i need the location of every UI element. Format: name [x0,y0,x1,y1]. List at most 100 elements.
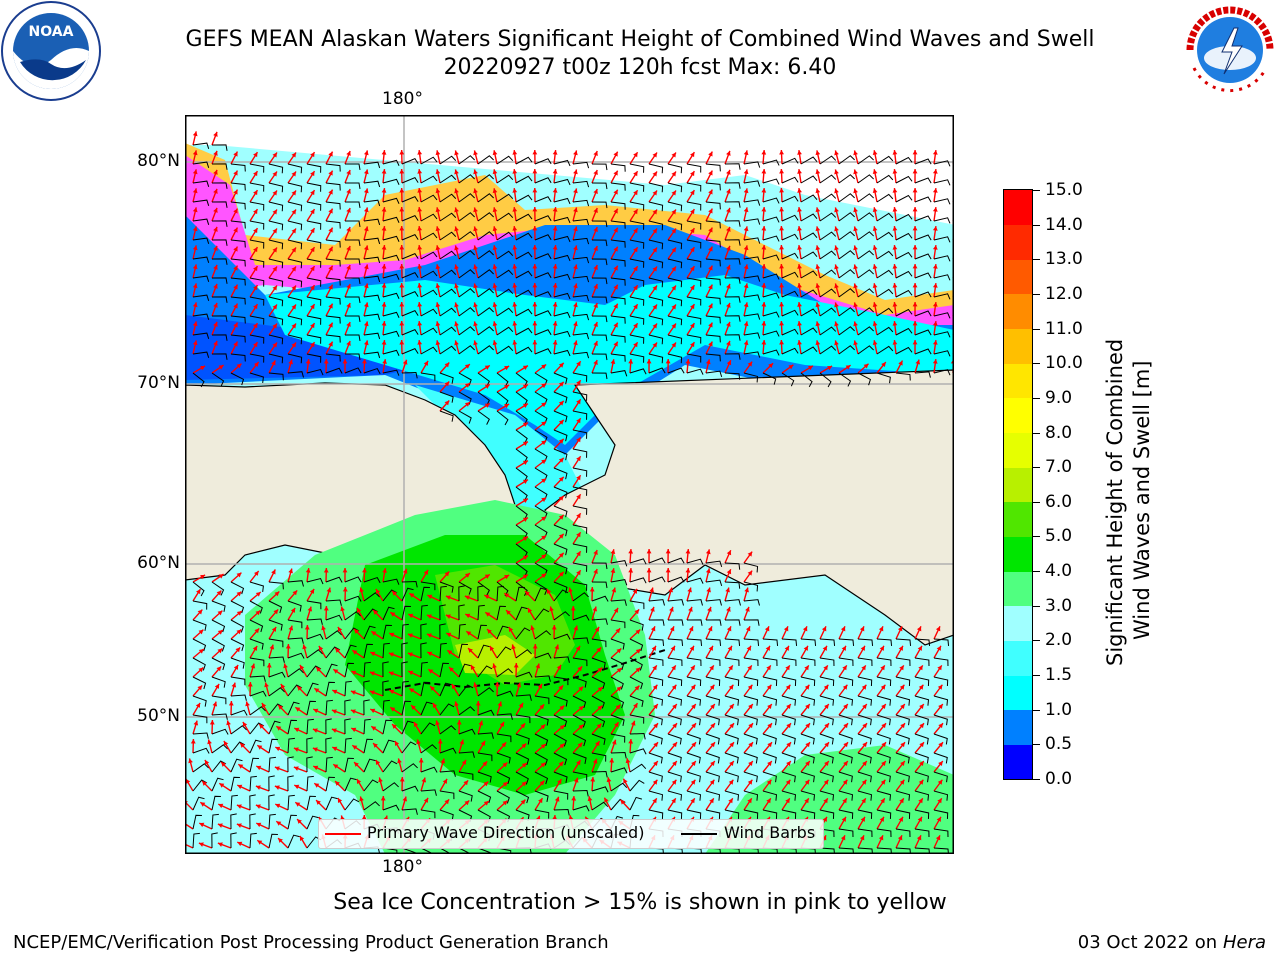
wave-direction-arrowhead [576,513,581,519]
colorbar-tick-mark [1033,640,1040,642]
wind-barb [838,155,855,165]
wave-direction-arrowhead [706,587,711,593]
wave-direction-arrowhead [726,360,732,366]
wind-barb [230,813,237,830]
wind-barb [705,353,721,362]
wave-direction-arrowhead [310,247,315,253]
wave-direction-arrowhead [932,207,938,212]
wave-direction-arrowhead [872,188,878,194]
wind-barb [534,714,549,726]
wind-barb [268,296,284,307]
wave-direction-arrowhead [236,610,242,616]
wave-direction-arrowhead [310,228,315,234]
wind-barb [686,638,703,647]
wind-barb [363,758,376,773]
wind-barb [515,790,530,804]
wind-barb [230,657,245,669]
wave-direction-arrowhead [541,516,547,522]
wave-direction-arrowhead [578,705,584,711]
wave-direction-arrowhead [671,285,676,291]
wind-barb [306,353,322,363]
wind-barb [496,733,512,743]
wind-barb [667,557,685,564]
wind-barb [382,369,400,376]
wave-direction-arrowhead [473,264,478,270]
wind-barb [724,752,739,764]
wave-direction-arrowhead [797,283,802,288]
wave-direction-arrowhead [932,321,938,326]
wind-barb [895,232,913,241]
wind-barb [648,296,664,307]
wind-barb [591,714,606,728]
wind-barb [439,326,457,336]
wave-direction-arrowhead [573,226,578,232]
colorbar-tick-label: 9.0 [1045,387,1073,408]
wind-barb [363,199,381,207]
wind-barb [553,790,569,800]
wave-direction-arrowhead [295,707,301,712]
wave-direction-arrowhead [853,264,858,270]
wave-direction-arrowhead [859,626,865,632]
wave-direction-arrowhead [912,226,918,231]
wave-direction-arrowhead [352,650,358,655]
wind-barb [933,293,951,300]
wind-barb [800,175,818,184]
wave-direction-arrowhead [937,684,943,690]
wave-direction-arrowhead [779,150,784,155]
wave-direction-arrowhead [373,743,378,748]
wave-direction-arrowhead [305,359,311,364]
wave-direction-arrowhead [872,169,878,175]
wind-barb [363,218,381,226]
wind-barb [800,270,818,279]
wind-barb [363,367,381,375]
wave-direction-arrowhead [815,283,821,289]
wind-barb [914,291,932,298]
wave-direction-arrowhead [892,150,898,155]
wave-direction-arrowhead [689,645,694,651]
wind-barb [629,239,645,249]
wind-barb [420,194,438,203]
wind-barb [743,638,760,647]
wind-barb [553,216,571,224]
wave-direction-arrowhead [435,207,441,213]
wind-barb [667,220,683,231]
wave-direction-arrowhead [804,684,810,690]
wind-barb [781,790,797,801]
wind-barb [401,763,418,773]
wave-direction-arrowhead [671,190,676,196]
wind-barb [838,695,854,706]
wave-direction-arrowhead [192,131,198,137]
wave-direction-arrowhead [264,682,269,688]
wave-direction-arrowhead [392,724,397,729]
wind-barb [249,258,265,268]
wind-barb [192,796,205,811]
wave-direction-arrowhead [297,686,302,691]
wave-direction-arrowhead [464,800,470,806]
wave-direction-arrowhead [805,742,810,748]
wind-barb [857,307,875,317]
wind-barb [648,258,664,269]
wind-barb [192,275,210,282]
wave-direction-arrowhead [834,150,839,156]
wind-barb [800,327,818,336]
wind-barb [591,676,606,690]
wind-barb [610,163,626,172]
wind-barb [553,752,568,766]
wind-barb [648,163,664,174]
wind-barb [534,652,552,659]
wind-barb [933,733,948,745]
wind-barb [325,630,342,640]
wave-direction-arrowhead [539,704,545,710]
wind-barb [762,771,777,783]
wave-direction-arrowhead [797,302,802,307]
wave-direction-arrowhead [218,365,224,370]
wave-direction-arrowhead [761,340,767,345]
wind-barb [876,638,893,647]
wind-barb [363,801,380,811]
wave-direction-arrowhead [646,568,652,573]
wind-barb [192,372,205,388]
wind-barb [648,809,664,819]
wind-barb [648,353,664,364]
wave-direction-arrowhead [313,765,319,771]
wave-direction-arrowhead [824,742,829,748]
